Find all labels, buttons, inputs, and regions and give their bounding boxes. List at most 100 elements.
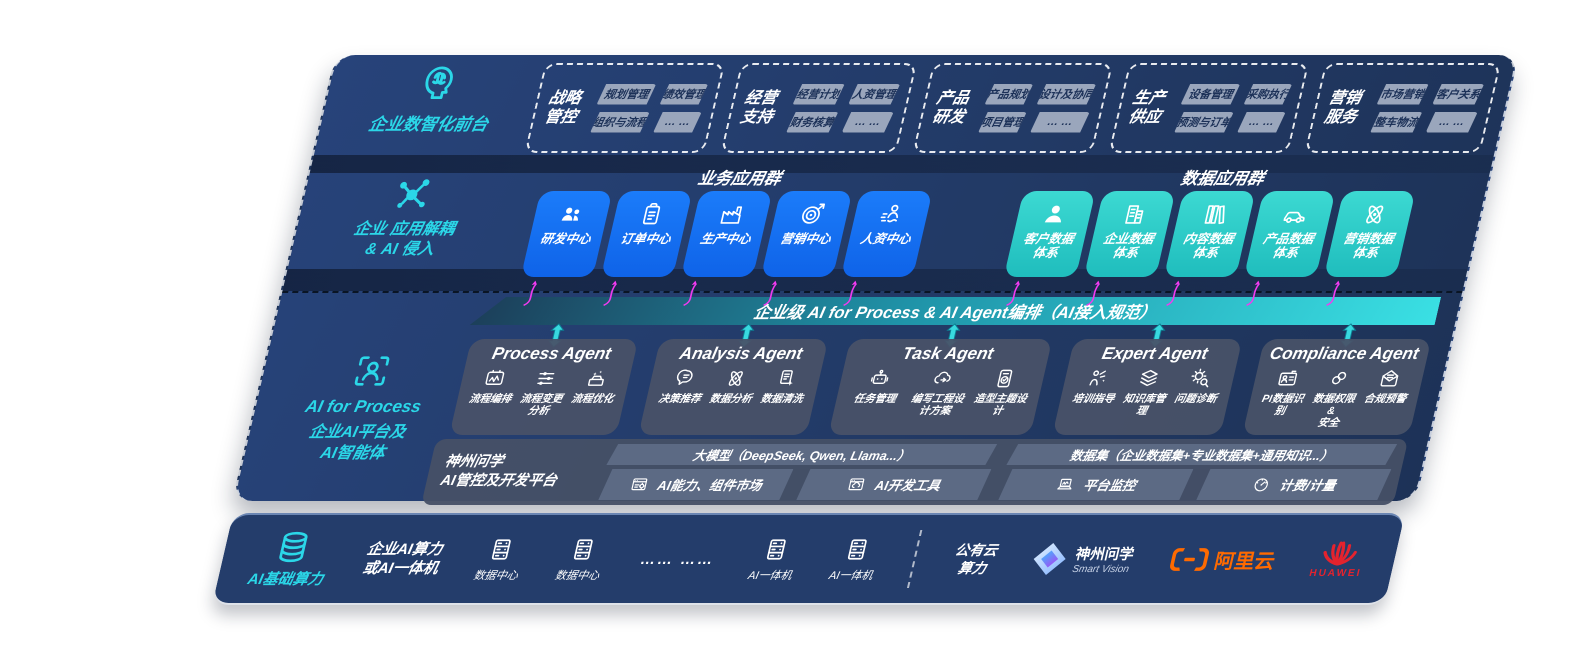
- card-rd-center: 研发中心: [520, 191, 613, 306]
- module-pill: 财务核算: [786, 112, 838, 133]
- dataset-bar: 数据集（企业数据集+专业数据集+通用知识...）: [1006, 444, 1397, 465]
- infra-side-label: AI基础算力: [246, 529, 335, 589]
- alert-mail-icon: [1380, 370, 1399, 387]
- molecule-icon: [396, 179, 429, 208]
- module-pill: … …: [1426, 112, 1478, 133]
- card-product-data: 产品数据 体系: [1243, 191, 1336, 306]
- card-content-data: 内容数据 体系: [1163, 191, 1256, 306]
- cloud-edit-icon: [933, 371, 951, 384]
- ai-layer-label-cn: 企业AI平台及 AI智能体: [307, 424, 408, 462]
- group-title: 经营 支持: [738, 89, 779, 126]
- group-operation: 经营 支持 经营计划 人资管理 财务核算 … …: [720, 63, 918, 153]
- window-cloud-icon: [845, 475, 868, 494]
- module-pill: … …: [653, 112, 702, 133]
- platform-monitor-button: 平台监控: [998, 469, 1193, 500]
- flow-arrow-icon: [603, 280, 617, 306]
- platform-row: 神州问学 AI管控及开发平台 大模型（DeepSeek, Qwen, Llama…: [421, 439, 1409, 505]
- group-marketing: 营销 服务 市场营销 客户关系 整车物流 … …: [1304, 63, 1502, 153]
- huawei-logo: HUAWEI: [1308, 539, 1369, 579]
- flow-arrow-icon: [683, 280, 697, 306]
- data-group-title: 数据应用群: [1179, 170, 1266, 188]
- module-pill: 绩效管理: [660, 84, 709, 105]
- expert-agent-box: Expert Agent 培训指导 知识库管理: [1052, 339, 1243, 435]
- app-layer-label: 企业 应用解耦 & AI 侵入: [352, 221, 457, 258]
- model-group: 大模型（DeepSeek, Qwen, Llama...） AI能力、组件市场: [598, 444, 997, 500]
- card-marketing-data: 营销数据 体系: [1323, 191, 1416, 306]
- module-pill: 整车物流: [1370, 112, 1422, 133]
- card-production-center: 生产中心: [680, 191, 773, 306]
- data-cards: 客户数据 体系 企业数据 体系: [1003, 191, 1416, 306]
- card-hr-center: 人资中心: [840, 191, 933, 306]
- business-cards: 研发中心 订单中心: [520, 191, 933, 306]
- ai-layer-side-label: AI for Process 企业AI平台及 AI智能体: [257, 351, 468, 465]
- window-gear-icon: [628, 475, 651, 494]
- server-icon: [492, 538, 512, 560]
- scan-person-icon: [354, 356, 389, 386]
- front-office-side-label: 企业数智化前台: [334, 63, 536, 135]
- team-icon: [561, 207, 579, 221]
- ai-capability-market-button: AI能力、组件市场: [598, 469, 793, 500]
- flow-arrow-icon: [523, 280, 537, 306]
- module-pill: 客户关系: [1432, 84, 1484, 105]
- robot-icon: [870, 369, 889, 385]
- main-panel: 企业数智化前台 战略 管控 规划管理 绩效管理 组织与流程 … … 经营 支持 …: [232, 55, 1519, 505]
- card-order-center: 订单中心: [600, 191, 693, 306]
- module-pill: 经营计划: [793, 84, 845, 105]
- building-icon: [1124, 205, 1143, 224]
- group-title: 战略 管控: [542, 89, 583, 126]
- library-icon: [1204, 205, 1225, 225]
- agent-title: Task Agent: [900, 344, 996, 363]
- optimize-icon: [588, 370, 605, 386]
- atom-icon: [728, 371, 743, 386]
- datacenter-node: 数据中心: [472, 536, 527, 583]
- front-office-groups: 战略 管控 规划管理 绩效管理 组织与流程 … … 经营 支持 经营计划 人资管…: [524, 63, 1502, 153]
- layer-divider-dashed-line: [282, 291, 1463, 293]
- model-bar: 大模型（DeepSeek, Qwen, Llama...）: [606, 444, 997, 465]
- agents-row: Process Agent 流程编排 流程变更分析: [449, 339, 1432, 435]
- server-icon: [766, 538, 786, 560]
- atom-icon: [1365, 205, 1383, 224]
- group-strategy: 战略 管控 规划管理 绩效管理 组织与流程 … …: [524, 63, 726, 153]
- flow-arrow-icon: [1326, 280, 1340, 306]
- monitor-icon: [1054, 475, 1077, 494]
- car-icon: [1283, 211, 1305, 223]
- hr-person-icon: [880, 204, 898, 223]
- module-pill: 项目管理: [978, 112, 1027, 133]
- user-icon: [1044, 205, 1061, 223]
- ai-appliance-node: AI一体机: [828, 536, 882, 583]
- group-product: 产品 研发 产品规划 设计及协同 项目管理 … …: [912, 63, 1114, 153]
- business-group-title: 业务应用群: [696, 170, 783, 188]
- server-icon: [847, 538, 867, 560]
- group-title: 生产 供应: [1126, 89, 1167, 126]
- platform-side-label: 神州问学 AI管控及开发平台: [438, 454, 559, 489]
- smartvision-diamond-icon: [1033, 543, 1066, 575]
- ellipsis-label: …… ……: [638, 550, 717, 568]
- alicloud-brackets-icon: [1169, 547, 1209, 571]
- ai-layer-label-en: AI for Process: [303, 397, 424, 416]
- datacenter-node: 数据中心: [554, 536, 609, 583]
- link-icon: [1331, 371, 1346, 385]
- module-pill: 规划管理: [597, 84, 657, 105]
- flow-arrow-icon: [763, 280, 777, 306]
- module-pill: 预测与订单: [1174, 112, 1234, 133]
- module-pill: 设计及协同: [1037, 84, 1097, 105]
- flow-arrow-icon: [1006, 280, 1020, 306]
- clipboard-icon: [642, 202, 660, 225]
- server-icon: [573, 538, 593, 560]
- dashed-divider: [907, 530, 923, 588]
- ai-dev-tools-button: AI开发工具: [796, 469, 991, 500]
- card-marketing-center: 营销中心: [760, 191, 853, 306]
- factory-icon: [719, 206, 742, 224]
- agent-title: Compliance Agent: [1267, 344, 1421, 363]
- id-card-icon: [1277, 370, 1297, 386]
- module-pill: 采购执行: [1244, 84, 1293, 105]
- module-pill: 人资管理: [848, 84, 900, 105]
- agent-title: Analysis Agent: [677, 344, 805, 363]
- module-pill: 设备管理: [1181, 84, 1241, 105]
- database-icon: [278, 531, 308, 563]
- flow-arrow-icon: [1086, 280, 1100, 306]
- module-pill: 产品规划: [985, 84, 1034, 105]
- dataset-group: 数据集（企业数据集+专业数据集+通用知识...） 平台监控: [998, 444, 1397, 500]
- gauge-icon: [1250, 475, 1273, 494]
